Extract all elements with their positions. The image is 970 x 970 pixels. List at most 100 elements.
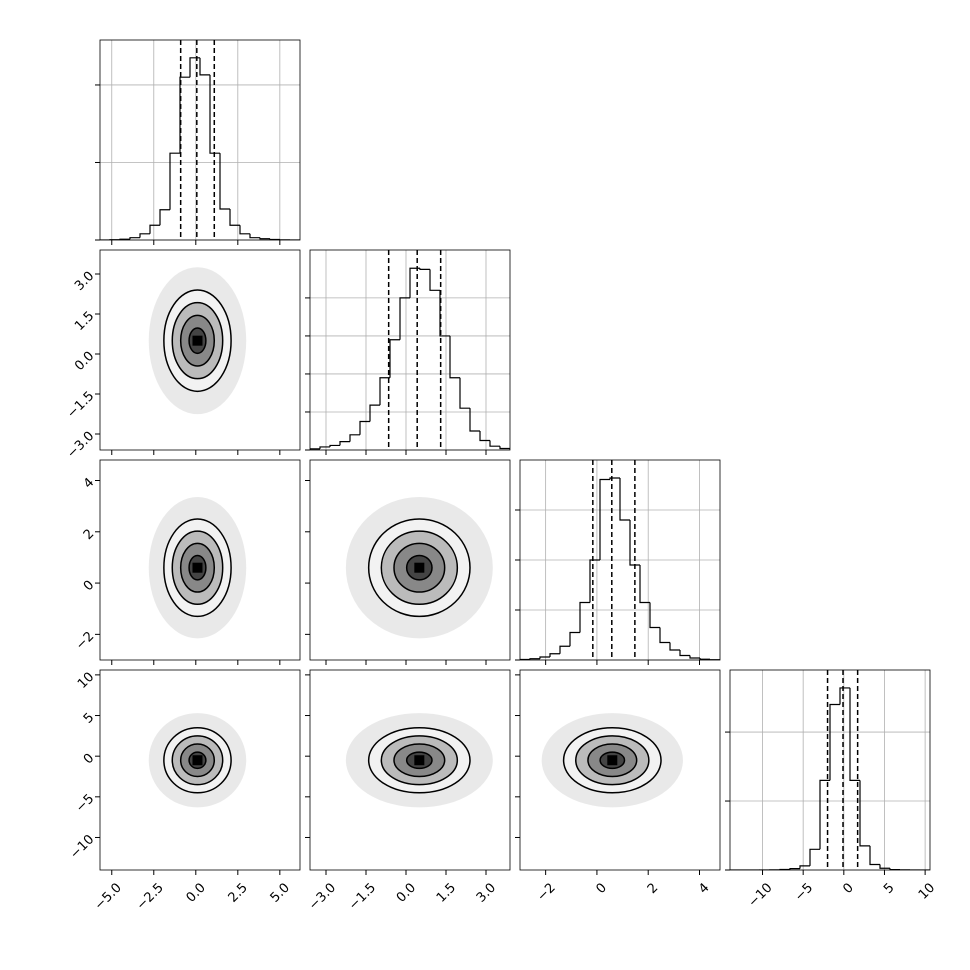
hist-bin — [369, 404, 380, 422]
hist-bin — [409, 267, 420, 298]
contour — [179, 542, 216, 593]
contour — [405, 554, 433, 581]
hist-bin — [889, 868, 900, 870]
panel-frame — [309, 459, 511, 661]
hist-bin — [419, 268, 430, 270]
hist-bin — [239, 225, 250, 235]
y-tick-label: −1.5 — [64, 389, 97, 422]
hist-bin — [529, 658, 540, 660]
panel-frame — [519, 669, 721, 871]
y-tick-label: 1.5 — [72, 309, 97, 334]
y-tick-label: −5 — [73, 792, 97, 816]
y-tick-label: 0 — [81, 751, 97, 767]
panel-frame — [309, 669, 511, 871]
contour — [163, 518, 232, 618]
x-tick-label: 1.5 — [434, 880, 459, 905]
hist-bin — [689, 655, 700, 659]
density — [345, 497, 493, 639]
y-tick-label: 5 — [81, 710, 97, 726]
x-tick-label: 2 — [645, 880, 661, 896]
contour — [380, 530, 459, 605]
hist-bin — [669, 642, 680, 651]
contour — [562, 726, 662, 794]
density — [541, 713, 683, 808]
hist-bin — [479, 430, 490, 442]
density — [148, 267, 247, 415]
contour — [405, 751, 433, 770]
hist-bin — [599, 478, 610, 560]
x-tick-label: −10 — [746, 880, 776, 910]
histogram — [520, 477, 720, 660]
contour — [188, 751, 207, 770]
hist-bin — [659, 627, 670, 644]
hist-bin — [569, 631, 580, 647]
x-tick-label: −5.0 — [92, 880, 125, 913]
hist-bin — [329, 444, 340, 447]
contour — [171, 735, 224, 786]
histogram-panel — [515, 459, 721, 665]
hist-bin — [589, 559, 600, 603]
histogram-panel: −10 −5 0 5 10 — [725, 669, 938, 910]
density-panel — [305, 459, 511, 665]
density-peak — [414, 755, 425, 766]
hist-bin — [459, 377, 470, 409]
panel-frame — [309, 249, 511, 451]
panel-frame — [99, 249, 301, 451]
hist-bin — [269, 238, 280, 240]
x-tick-label: −5 — [792, 880, 816, 904]
hist-bin — [129, 237, 140, 240]
panel-frame — [99, 459, 301, 661]
contour — [367, 518, 471, 618]
histogram-panel — [95, 39, 301, 245]
density-peak — [192, 335, 203, 346]
hist-bin — [349, 434, 360, 442]
hist-bin — [389, 339, 400, 378]
hist-bin — [149, 224, 160, 234]
x-tick-label: −2 — [535, 880, 559, 904]
x-tick-label: 0 — [840, 880, 856, 896]
hist-bin — [629, 520, 640, 566]
hist-bin — [839, 687, 850, 705]
hist-bin — [259, 237, 270, 240]
histogram — [310, 267, 510, 450]
hist-bin — [159, 209, 170, 226]
hist-bin — [339, 441, 350, 446]
hist-bin — [869, 845, 880, 866]
hist-bin — [489, 440, 500, 447]
hist-bin — [649, 602, 660, 629]
contour — [188, 327, 207, 355]
x-tick-label: 2.5 — [226, 880, 251, 905]
hist-bin — [879, 864, 890, 869]
hist-bin — [169, 152, 180, 210]
contour — [179, 743, 216, 778]
hist-bin — [219, 153, 230, 210]
hist-bin — [539, 656, 550, 659]
density-panel: −3.0 −1.5 0.0 1.5 3.0 — [64, 249, 301, 462]
hist-bin — [439, 290, 450, 337]
hist-bin — [549, 653, 560, 657]
density-panel: −2 0 2 4 — [515, 669, 721, 905]
x-tick-label: −3.0 — [306, 880, 339, 913]
density — [345, 713, 493, 808]
hist-bin — [449, 335, 460, 379]
contour — [171, 301, 224, 380]
hist-bin — [379, 377, 390, 406]
contour — [179, 314, 216, 367]
x-tick-label: 5 — [881, 880, 897, 896]
hist-bin — [859, 780, 870, 847]
x-tick-label: 0.0 — [184, 880, 209, 905]
contour — [393, 743, 446, 778]
hist-bin — [179, 76, 190, 154]
y-tick-label: 3.0 — [72, 269, 97, 294]
y-tick-label: 0 — [81, 578, 97, 594]
density-peak — [192, 562, 203, 573]
density-peak — [414, 562, 425, 573]
contour — [163, 726, 232, 794]
panel-frame — [99, 669, 301, 871]
contour — [393, 542, 446, 593]
x-tick-label: 10 — [916, 880, 938, 902]
histogram — [730, 687, 930, 870]
hist-bin — [679, 650, 690, 657]
hist-bin — [619, 478, 630, 521]
